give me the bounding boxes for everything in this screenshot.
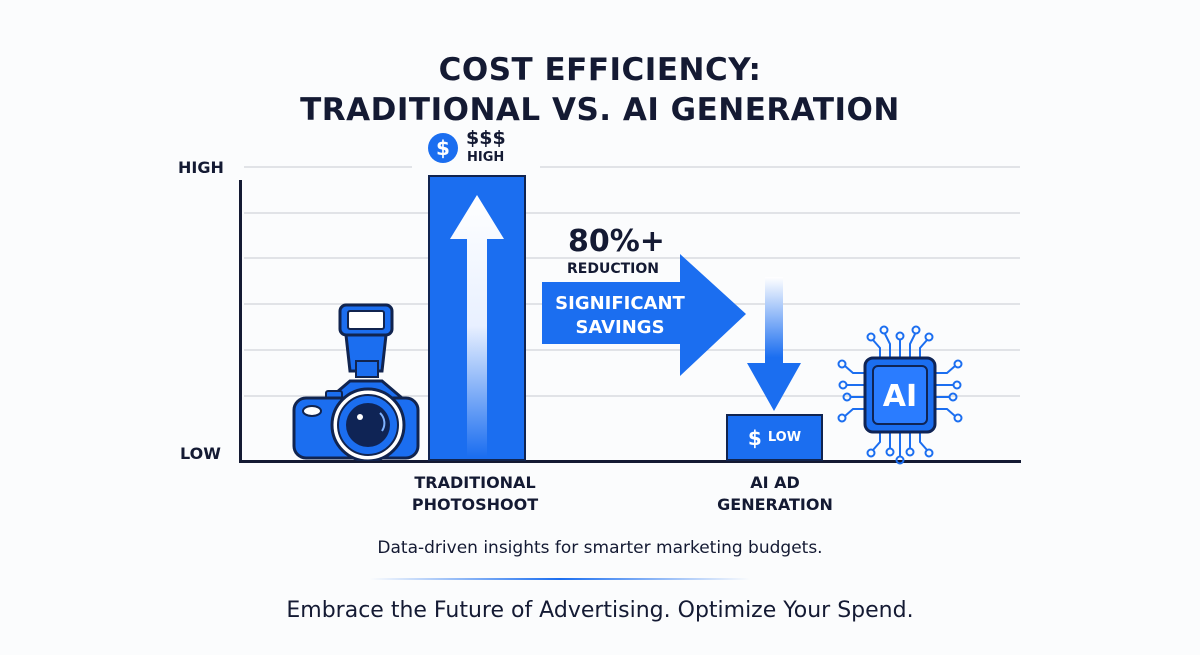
savings-text-line1: SIGNIFICANT bbox=[555, 293, 685, 314]
dollar-circle-icon: $ bbox=[428, 133, 458, 163]
category-label-line1: TRADITIONAL bbox=[414, 473, 536, 492]
y-label-high: HIGH bbox=[178, 158, 224, 177]
tagline: Embrace the Future of Advertising. Optim… bbox=[286, 598, 914, 623]
high-cost-value: $$$ bbox=[466, 127, 506, 149]
category-label-line1: AI AD bbox=[750, 473, 800, 492]
chart-title-line1: COST EFFICIENCY: bbox=[438, 52, 762, 88]
divider bbox=[370, 578, 750, 580]
down-arrow-icon bbox=[747, 277, 801, 411]
gridline bbox=[244, 395, 1020, 397]
camera-icon bbox=[292, 303, 420, 461]
up-arrow-icon bbox=[450, 195, 504, 457]
chart-title-line2: TRADITIONAL VS. AI GENERATION bbox=[300, 92, 900, 128]
svg-text:$: $ bbox=[436, 136, 450, 160]
category-label-line2: PHOTOSHOOT bbox=[411, 495, 539, 514]
subtitle: Data-driven insights for smarter marketi… bbox=[377, 538, 823, 558]
ai-chip-icon: AI bbox=[837, 325, 963, 465]
reduction-percent: 80%+ bbox=[568, 224, 665, 259]
gridline bbox=[244, 212, 1020, 214]
bar-traditional-photoshoot bbox=[428, 175, 526, 461]
reduction-label: REDUCTION bbox=[567, 261, 659, 277]
gridline bbox=[244, 349, 1020, 351]
low-cost-label: LOW bbox=[767, 430, 802, 445]
dollar-icon: $ bbox=[747, 425, 762, 450]
bar-ai-ad-generation: $ LOW bbox=[726, 414, 823, 461]
gridline bbox=[540, 166, 1020, 168]
category-label-ai: AI AD GENERATION bbox=[690, 472, 860, 516]
x-axis bbox=[239, 460, 1021, 463]
y-axis bbox=[239, 180, 242, 463]
gridline bbox=[244, 257, 1020, 259]
savings-text-line2: SAVINGS bbox=[575, 317, 665, 338]
ai-chip-label: AI bbox=[883, 379, 917, 414]
category-label-traditional: TRADITIONAL PHOTOSHOOT bbox=[390, 472, 560, 516]
gridline bbox=[244, 166, 412, 168]
savings-arrow bbox=[542, 254, 746, 376]
category-label-line2: GENERATION bbox=[717, 495, 833, 514]
y-label-low: LOW bbox=[180, 444, 221, 463]
high-cost-label: HIGH bbox=[467, 150, 505, 165]
